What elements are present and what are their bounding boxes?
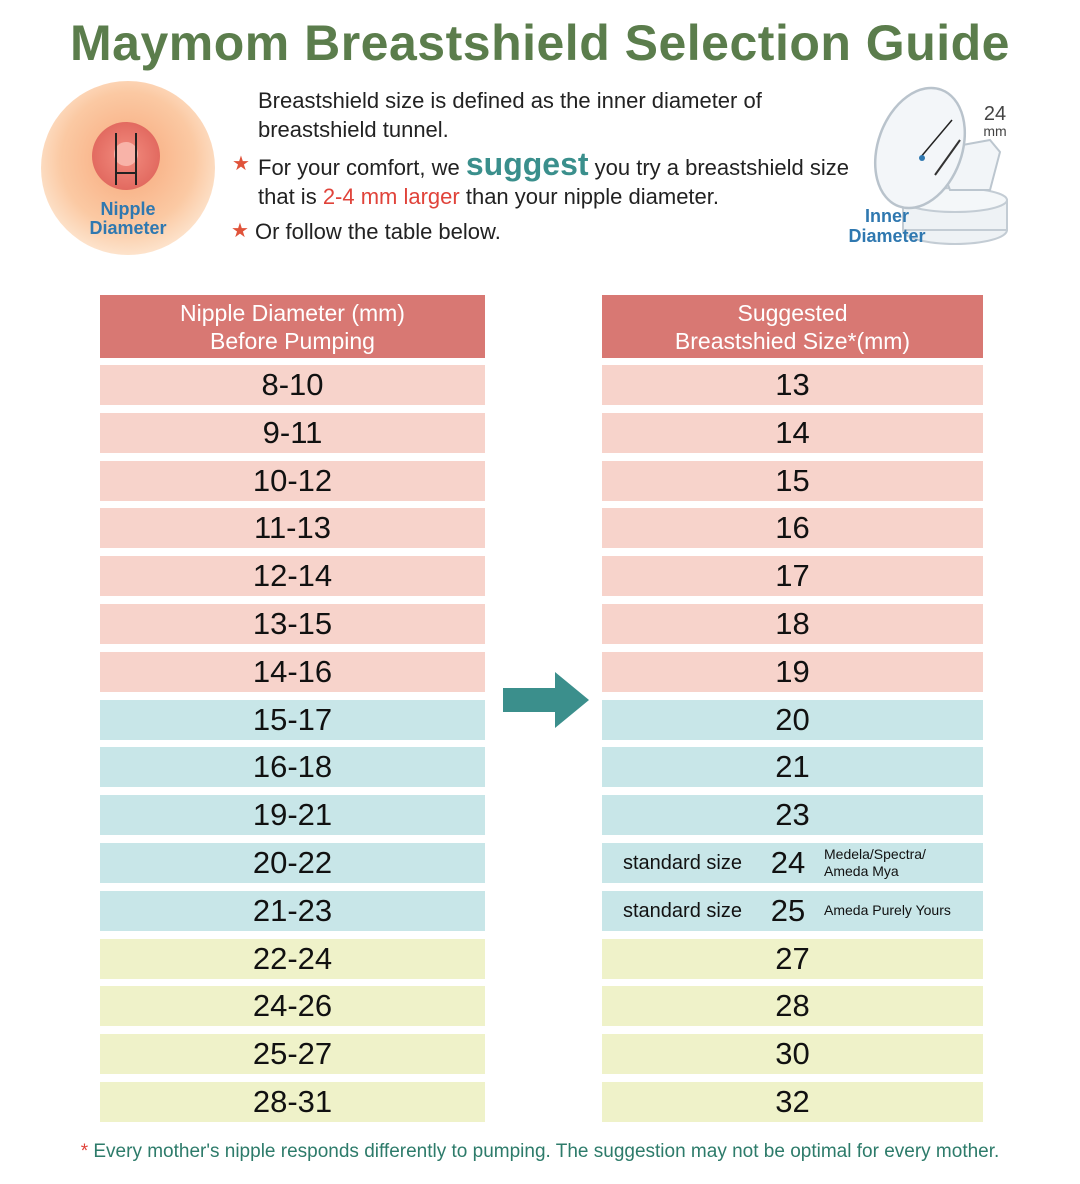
title: Maymom Breastshield Selection Guide (70, 15, 1010, 71)
text: Every mother's nipple responds different… (88, 1141, 1000, 1162)
brand-note: Medela/Spectra/Ameda Mya (824, 846, 926, 880)
size-value: 25 (770, 892, 806, 928)
nipple-cell: 12-14 (100, 556, 485, 597)
inner-label: Diameter (848, 226, 925, 246)
size-cell: 13 (602, 365, 983, 405)
standard-label: standard size (623, 852, 742, 874)
nipple-diagram: Nipple Diameter (41, 81, 215, 255)
highlight: suggest (465, 146, 589, 182)
intro: Breastshield size is defined as the inne… (231, 86, 858, 252)
size-cell: 16 (602, 508, 983, 549)
nipple-cell: 8-10 (100, 365, 485, 405)
unit-label: mm (983, 123, 1006, 139)
size-label: 24 (984, 103, 1006, 125)
shield-diagram: 24 mm Inner Diameter (848, 86, 1008, 246)
text: you try a breastshield size that is (258, 155, 849, 209)
header-line: Nipple Diameter (mm) (180, 299, 405, 326)
header-line: Before Pumping (210, 327, 375, 354)
footnote: * Every mother's nipple responds differe… (0, 1141, 1080, 1163)
nipple-cell: 15-17 (100, 699, 485, 740)
size-cell: 18 (602, 604, 983, 644)
size-cell: 17 (602, 556, 983, 597)
size-cell (602, 843, 983, 883)
nipple-cell: 22-24 (100, 938, 485, 979)
arrow (503, 672, 589, 728)
size-value: 24 (770, 845, 806, 880)
highlight: 2-4 mm larger (322, 184, 460, 209)
standard-label: standard size (623, 899, 742, 922)
brand-note: Ameda Purely Yours (824, 902, 951, 919)
nipple-cell: 25-27 (100, 1034, 485, 1075)
size-cell: 27 (602, 938, 983, 979)
text: than your nipple diameter. (459, 184, 720, 209)
note-line: Ameda Purely Yours (824, 901, 951, 918)
text: Or follow the table below. (255, 219, 501, 244)
note-line: Ameda Mya (824, 863, 899, 879)
nipple-cell: 11-13 (100, 508, 485, 549)
nipple-cell: 13-15 (100, 604, 485, 644)
text: For your comfort, we (258, 155, 466, 180)
size-cell (602, 890, 983, 931)
follow: ★ Or follow the table below. (231, 217, 858, 246)
nipple-cell: 16-18 (100, 747, 485, 788)
nipple-cell: 28-31 (100, 1082, 485, 1122)
nipple-label: Nipple (100, 199, 155, 219)
size-cell: 30 (602, 1034, 983, 1075)
nipple-cell: 10-12 (100, 460, 485, 501)
star-icon: ★ (231, 220, 249, 242)
nipple-cell: 20-22 (100, 843, 485, 883)
size-cell: 19 (602, 651, 983, 692)
nipple-cell: 19-21 (100, 795, 485, 836)
nipple-cell: 9-11 (100, 412, 485, 453)
nipple-label: Diameter (89, 218, 166, 238)
size-cell: 28 (602, 986, 983, 1027)
nipple-cell: 14-16 (100, 651, 485, 692)
nipple-cell: 24-26 (100, 986, 485, 1027)
size-cell: 20 (602, 699, 983, 740)
star-icon: ★ (232, 153, 250, 175)
suggestion: ★ For your comfort, we suggest you try a … (232, 148, 858, 211)
size-cell: 14 (602, 412, 983, 453)
column-header: Suggested Breastshied Size*(mm) (602, 295, 983, 358)
header-line: Suggested (737, 299, 848, 326)
inner-label: Inner (865, 206, 909, 226)
header-line: Breastshied Size*(mm) (674, 327, 911, 354)
size-cell: 32 (602, 1082, 983, 1122)
nipple-cell: 21-23 (100, 890, 485, 931)
asterisk: * (80, 1141, 89, 1162)
note-line: Medela/Spectra/ (824, 846, 926, 862)
size-cell: 23 (602, 795, 983, 836)
column-header: Nipple Diameter (mm) Before Pumping (100, 295, 485, 358)
size-cell: 21 (602, 747, 983, 788)
size-cell: 15 (602, 460, 983, 501)
definition: Breastshield size is defined as the inne… (258, 88, 762, 142)
